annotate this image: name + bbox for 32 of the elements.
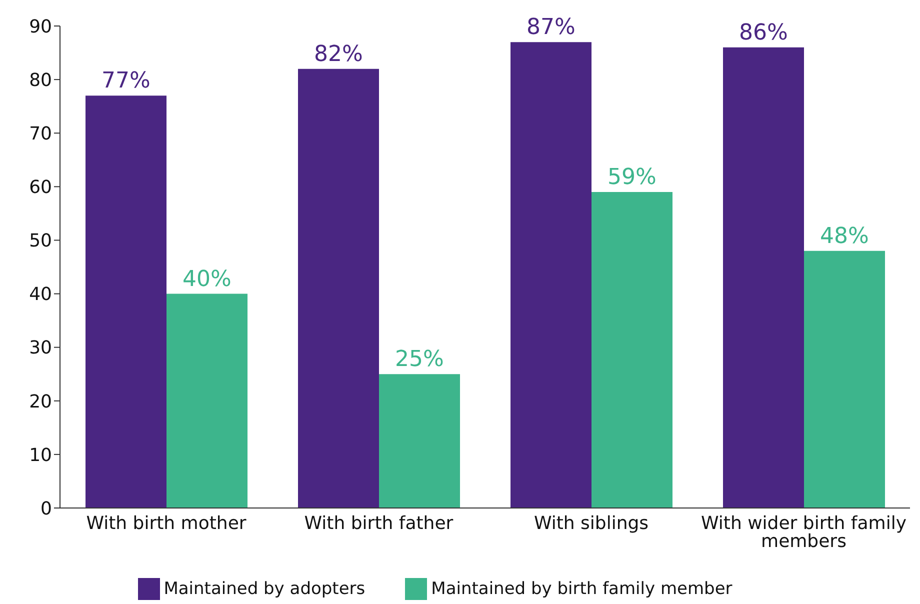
bar [86,96,166,508]
legend-label: Maintained by birth family member [431,578,732,599]
y-tick-label: 40 [29,284,52,306]
data-label: 48% [820,224,869,249]
x-tick-label: With birth mother [86,512,247,534]
bar [166,294,248,508]
y-tick-label: 10 [29,444,52,466]
x-tick-label: With birth father [304,512,454,534]
data-label: 77% [102,68,150,94]
data-label: 82% [314,42,363,67]
bar [510,42,592,508]
y-tick-label: 70 [29,124,52,144]
data-label: 59% [608,165,656,190]
data-label: 40% [182,266,232,292]
data-label: 87% [526,15,576,40]
y-tick-label: 0 [40,498,52,520]
legend-label: Maintained by adopters [164,578,366,599]
y-tick-label: 50 [29,230,52,252]
bar [298,68,379,508]
bar [379,374,460,508]
bar [592,192,672,508]
x-tick-label: With wider birth family members [700,512,907,552]
data-label: 86% [739,20,788,46]
bar [804,250,885,508]
y-tick-label: 80 [29,70,52,91]
y-tick-label: 90 [29,16,52,38]
data-label: 25% [395,347,444,372]
y-tick-label: 20 [29,391,52,412]
y-tick-label: 60 [29,177,52,198]
y-tick-label: 30 [29,338,52,359]
x-tick-label: With siblings [534,512,649,534]
bar [723,47,804,508]
